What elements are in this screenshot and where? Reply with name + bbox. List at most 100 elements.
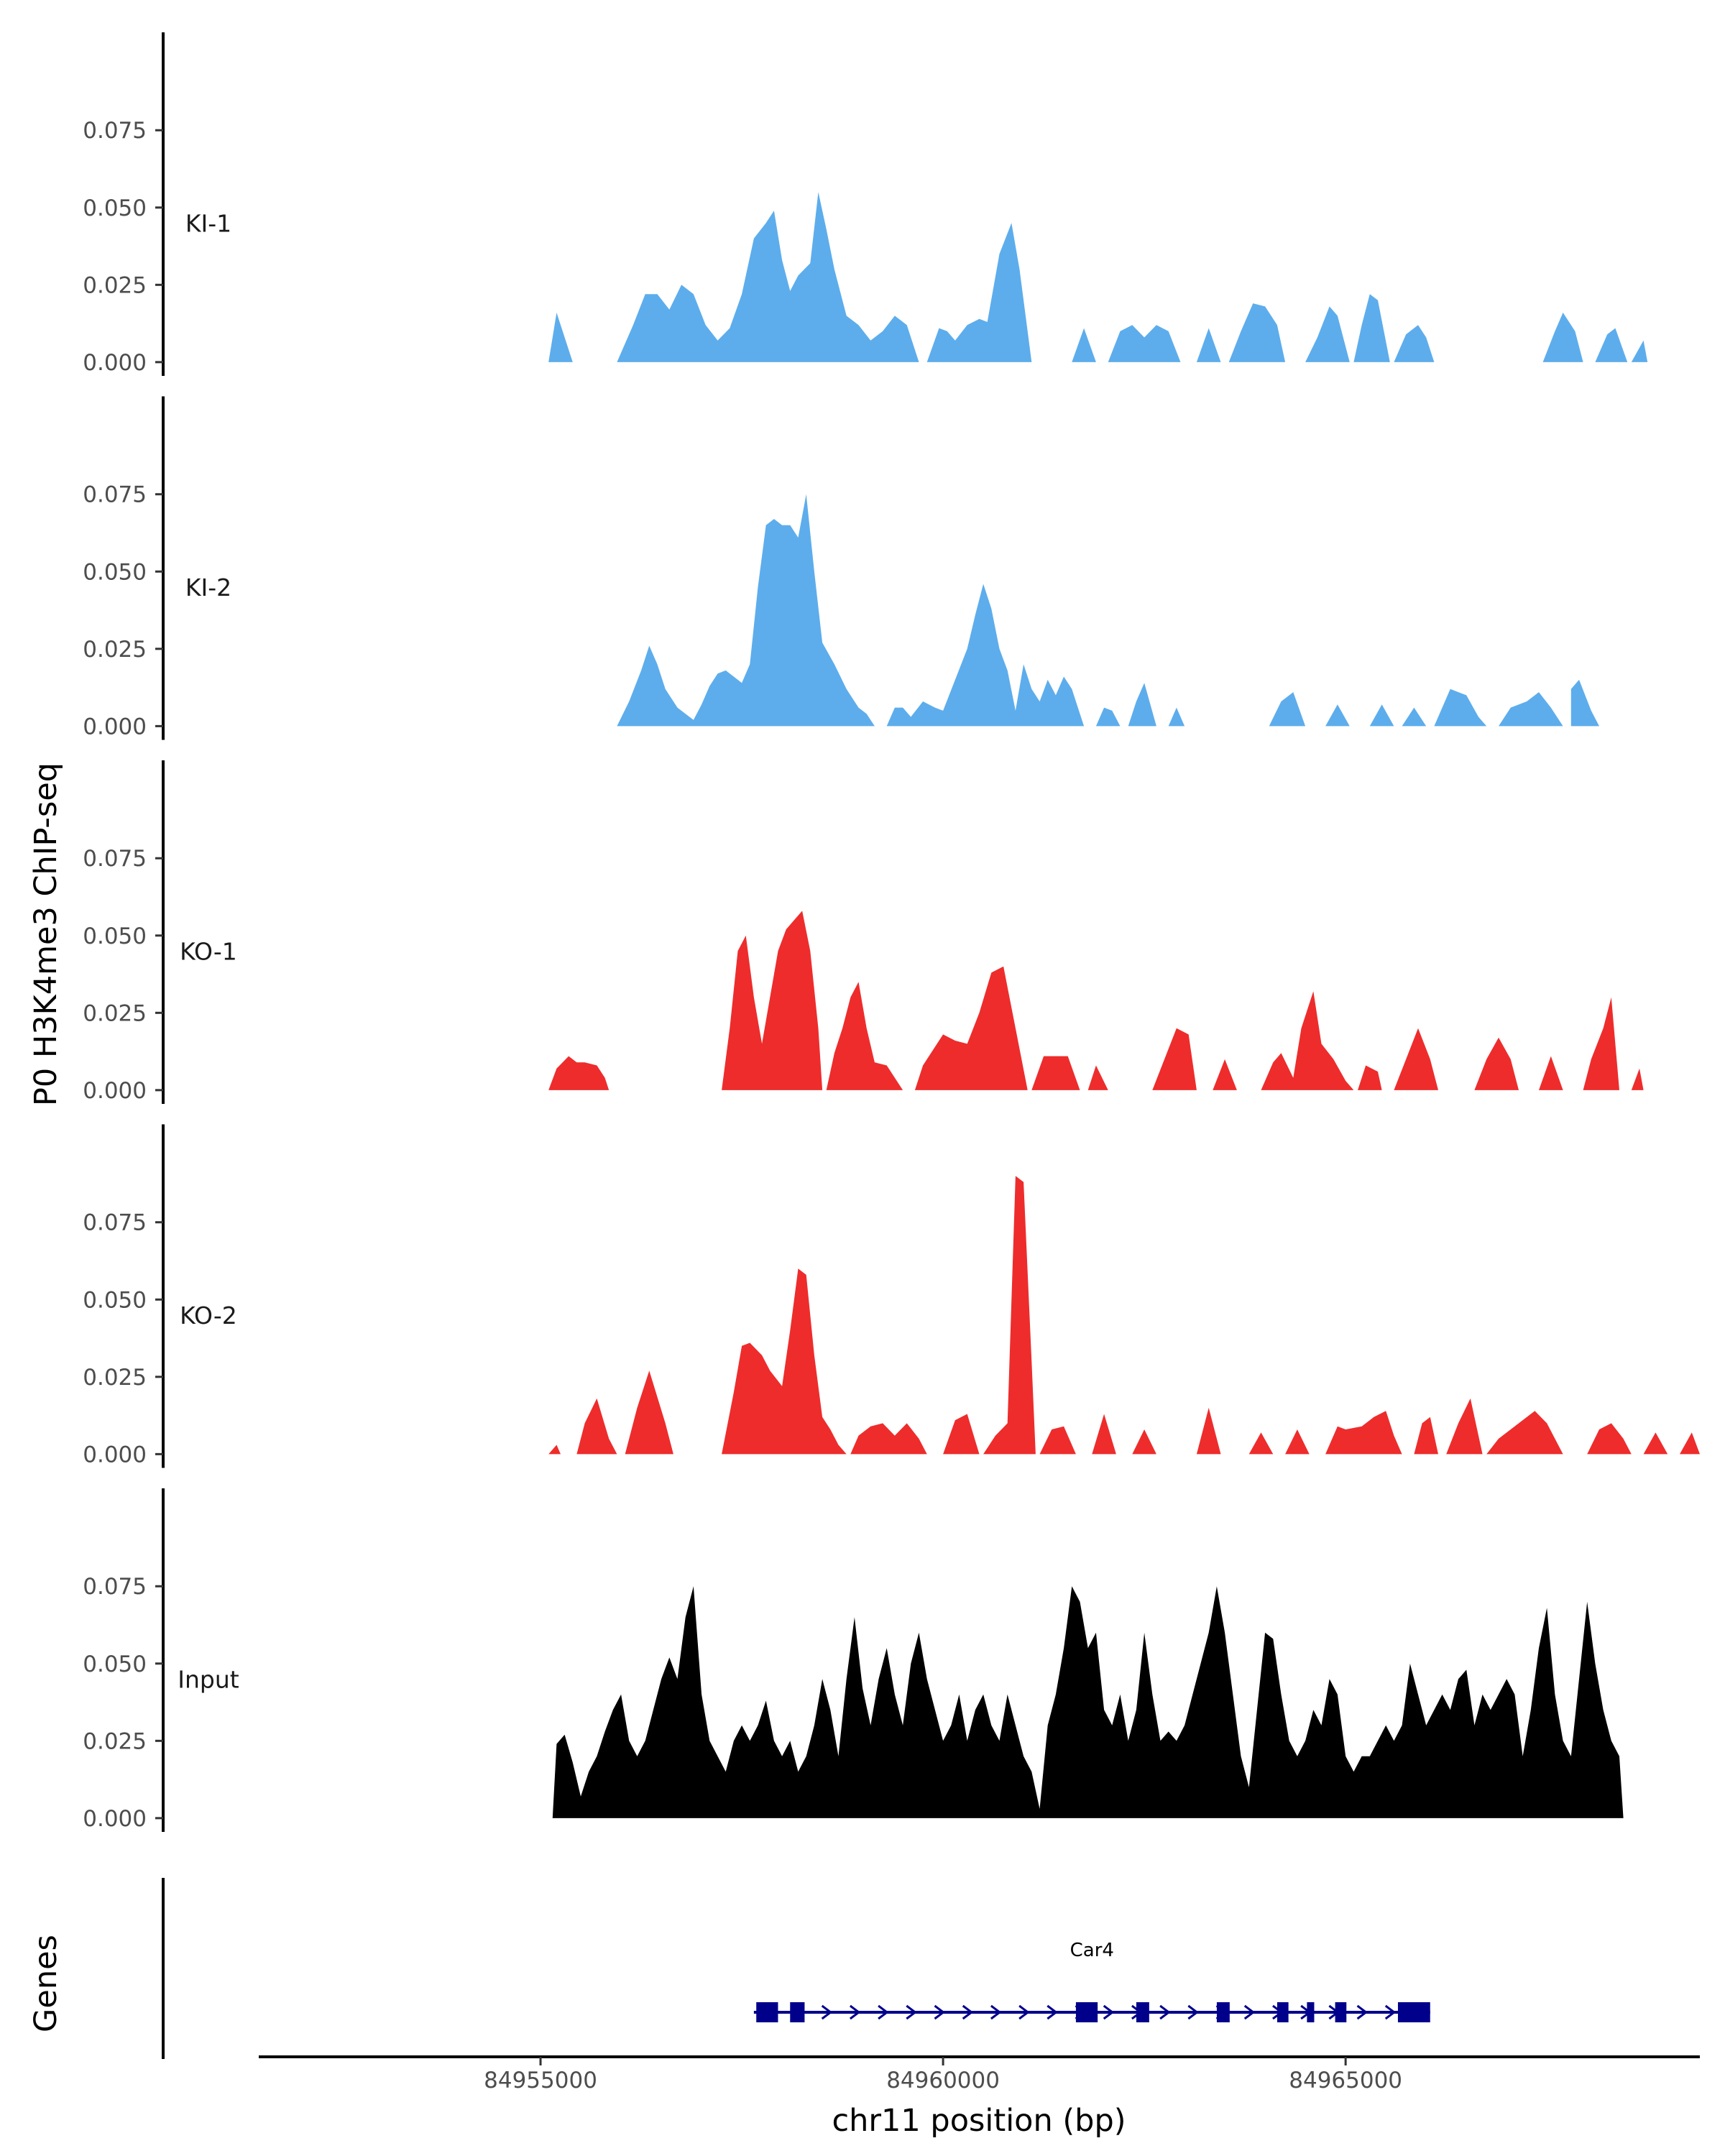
signal-peak-ko-1: [826, 982, 903, 1090]
track-input: 0.000 0.025 0.050 0.075 Input: [83, 1488, 1624, 1832]
strand-arrow-icon: [1018, 2004, 1030, 2020]
signal-peak-ko-2: [943, 1414, 980, 1455]
gene-name-label: Car4: [1070, 1940, 1114, 1961]
y-tick-label: 0.025: [83, 1728, 147, 1754]
signal-peak-ki-2: [1402, 707, 1427, 727]
signal-peak-ko-2: [850, 1423, 927, 1455]
signal-peak-ko-1: [1583, 997, 1619, 1090]
signal-peak-ki-2: [1128, 683, 1156, 727]
track-label: KI-1: [185, 209, 231, 237]
track-ki-1: 0.000 0.025 0.050 0.075 KI-1: [83, 32, 1648, 376]
gene-model-car4: [753, 2002, 1430, 2022]
signal-peak-ko-2: [1643, 1432, 1668, 1455]
gene-exon: [1397, 2002, 1430, 2022]
signal-peak-ki-2: [1434, 688, 1487, 727]
signal-peak-ko-1: [914, 966, 1028, 1090]
signal-peak-ki-2: [1325, 704, 1350, 727]
x-tick-label: 84960000: [886, 2068, 1000, 2093]
gene-exon: [1307, 2002, 1315, 2022]
y-tick-label: 0.075: [83, 846, 147, 872]
signal-peak-ko-1: [1474, 1037, 1519, 1090]
signal-peak-ko-2: [548, 1445, 561, 1455]
signal-peak-ki-1: [548, 313, 573, 362]
gene-exon: [1216, 2002, 1230, 2022]
strand-arrow-icon: [849, 2004, 861, 2020]
y-tick-label: 0.025: [83, 1000, 147, 1026]
signal-peak-ko-1: [1358, 1065, 1382, 1090]
y-tick-label: 0.025: [83, 272, 147, 298]
y-tick-label: 0.000: [83, 714, 147, 740]
signal-peak-ko-1: [1213, 1059, 1237, 1090]
y-tick-label: 0.000: [83, 350, 147, 376]
x-axis-title: chr11 position (bp): [832, 2103, 1126, 2139]
track-label: KO-2: [180, 1302, 237, 1330]
y-tick-label: 0.050: [83, 195, 147, 221]
signal-peak-ki-1: [1196, 328, 1221, 362]
signal-peak-ki-2: [1499, 692, 1563, 727]
genes-track-label: Genes: [28, 1935, 64, 2032]
y-tick-label: 0.075: [83, 118, 147, 144]
signal-peak-ki-1: [1394, 325, 1435, 362]
x-axis: 84955000 84960000 84965000 chr11 position …: [259, 2055, 1700, 2139]
signal-peak-ki-1: [926, 223, 1032, 362]
signal-peak-ko-1: [548, 1056, 610, 1090]
gene-exon: [1075, 2002, 1098, 2022]
gene-exon: [1276, 2002, 1289, 2022]
gene-exon: [1335, 2002, 1347, 2022]
signal-peak-ki-2: [886, 584, 1085, 727]
gene-exon: [1136, 2002, 1149, 2022]
y-axis-title: P0 H3K4me3 ChIP-seq: [28, 763, 64, 1106]
x-tick-label: 84955000: [484, 2068, 597, 2093]
signal-peak-ko-2: [1132, 1429, 1156, 1455]
signal-peak-ko-1: [722, 911, 823, 1090]
y-tick-label: 0.050: [83, 559, 147, 585]
signal-peak-ki-1: [617, 192, 919, 362]
signal-peak-ko-2: [1092, 1414, 1116, 1455]
signal-peak-ki-1: [1595, 328, 1628, 362]
y-tick-label: 0.050: [83, 1287, 147, 1313]
strand-arrow-icon: [990, 2004, 1002, 2020]
signal-peak-ko-2: [1587, 1423, 1632, 1455]
signal-peak-ko-2: [983, 1176, 1036, 1455]
signal-peak-ki-1: [1353, 294, 1390, 362]
signal-peak-ko-2: [1325, 1411, 1402, 1455]
y-tick-label: 0.025: [83, 1365, 147, 1391]
signal-peak-ko-2: [1414, 1416, 1438, 1455]
signal-peak-input: [552, 1586, 1624, 1818]
signal-peak-ko-2: [1486, 1411, 1563, 1455]
signal-peak-ko-1: [1631, 1068, 1644, 1090]
y-tick-label: 0.075: [83, 1574, 147, 1600]
track-ki-2: 0.000 0.025 0.050 0.075 KI-2: [83, 396, 1599, 740]
y-tick-label: 0.050: [83, 1651, 147, 1677]
strand-arrow-icon: [906, 2004, 917, 2020]
y-tick-label: 0.050: [83, 923, 147, 949]
strand-arrow-icon: [1159, 2004, 1171, 2020]
signal-peak-ko-2: [722, 1268, 847, 1455]
signal-peak-ki-1: [1542, 313, 1583, 362]
signal-peak-ko-1: [1152, 1028, 1197, 1090]
y-tick-label: 0.000: [83, 1442, 147, 1468]
signal-peak-ko-2: [1196, 1407, 1221, 1455]
gene-exon: [790, 2002, 805, 2022]
track-ko-1: 0.000 0.025 0.050 0.075 KO-1: [83, 760, 1644, 1104]
strand-arrow-icon: [962, 2004, 974, 2020]
track-label: KI-2: [185, 573, 231, 602]
signal-peak-ki-2: [1095, 707, 1121, 727]
signal-peak-ko-2: [1680, 1432, 1700, 1455]
signal-peak-ki-2: [617, 494, 875, 727]
y-tick-label: 0.000: [83, 1078, 147, 1104]
genes-track: Genes Car4: [28, 1878, 1430, 2059]
signal-peak-ko-2: [1248, 1432, 1274, 1455]
signal-peak-ki-2: [1570, 679, 1599, 727]
signal-peak-ko-2: [576, 1398, 617, 1455]
signal-peak-ki-1: [1108, 325, 1181, 362]
gene-exon: [756, 2002, 778, 2022]
y-tick-label: 0.000: [83, 1806, 147, 1832]
signal-peak-ko-1: [1394, 1028, 1438, 1090]
y-tick-label: 0.075: [83, 482, 147, 508]
signal-peak-ki-2: [1369, 704, 1394, 727]
strand-arrow-icon: [878, 2004, 889, 2020]
strand-arrow-icon: [1046, 2004, 1058, 2020]
signal-peak-ko-2: [1285, 1429, 1310, 1455]
